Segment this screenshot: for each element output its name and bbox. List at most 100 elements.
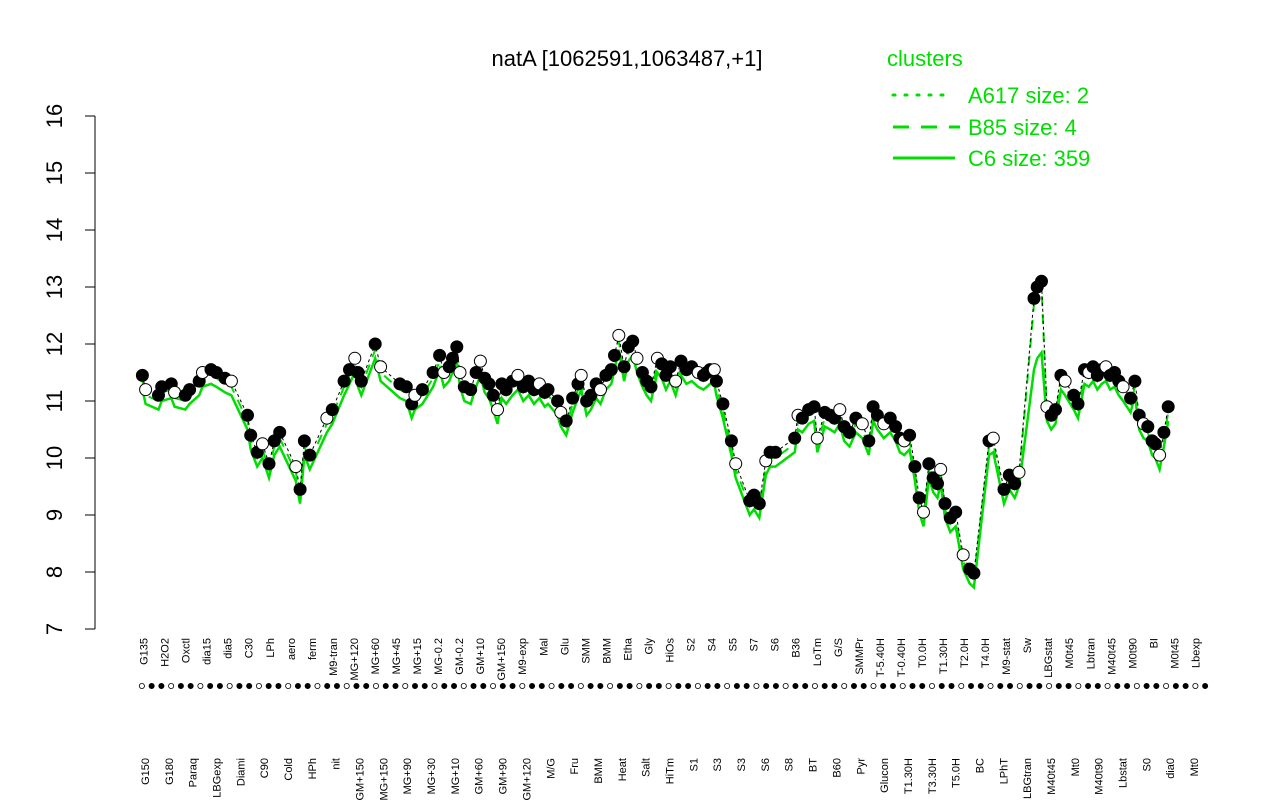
data-point — [604, 363, 618, 377]
x-marker — [285, 683, 292, 690]
x-category-label: GM+10 — [475, 638, 487, 674]
x-category-label: LPh — [265, 638, 277, 658]
x-marker — [294, 683, 301, 690]
x-category-label: T1.30H — [903, 758, 915, 794]
x-marker — [1163, 683, 1170, 690]
data-point — [889, 420, 903, 434]
data-point — [168, 385, 182, 399]
x-category-label: S1 — [688, 758, 700, 771]
data-point — [354, 374, 368, 388]
x-category-label: ferm — [307, 638, 319, 660]
data-point — [724, 434, 738, 448]
data-point — [541, 383, 555, 397]
x-marker — [402, 683, 409, 690]
x-marker — [519, 683, 526, 690]
data-point — [729, 457, 743, 471]
x-category-label: M0t45 — [1064, 638, 1076, 669]
data-point — [551, 394, 565, 408]
data-point — [1161, 400, 1175, 414]
data-point — [833, 403, 847, 417]
x-marker — [538, 683, 545, 690]
x-marker — [1153, 683, 1160, 690]
x-category-label: T-5.40H — [875, 638, 887, 677]
series-line-points — [141, 279, 1169, 575]
x-marker — [1026, 683, 1033, 690]
data-point — [903, 428, 917, 442]
x-category-label: BT — [808, 758, 820, 772]
x-marker — [607, 683, 614, 690]
x-marker — [353, 683, 360, 690]
x-category-label: Paraq — [188, 758, 200, 787]
data-point — [139, 383, 153, 397]
data-point — [843, 425, 856, 439]
data-point — [1128, 374, 1142, 388]
y-ticks: 7 8 9 10 11 12 13 14 15 16 — [42, 104, 95, 635]
y-tick-label: 15 — [42, 161, 67, 185]
x-marker — [704, 683, 711, 690]
x-marker — [451, 683, 458, 690]
y-tick-label: 8 — [42, 566, 67, 578]
x-marker — [792, 683, 799, 690]
data-point — [630, 351, 644, 365]
data-point — [433, 348, 447, 362]
data-point — [1153, 448, 1167, 462]
x-category-label: S8 — [784, 758, 796, 771]
x-category-label: S3 — [712, 758, 724, 771]
x-category-label: dia0 — [1165, 758, 1177, 779]
data-point — [446, 351, 459, 365]
data-point — [183, 383, 197, 397]
x-marker — [207, 683, 214, 690]
x-category-label: SMMPr — [854, 638, 866, 675]
y-tick-label: 10 — [42, 446, 67, 470]
cluster-lines — [141, 279, 1170, 591]
legend-title: clusters — [887, 46, 963, 71]
x-marker — [1104, 683, 1111, 690]
x-marker — [490, 683, 497, 690]
data-point — [256, 437, 269, 451]
x-category-label: Heat — [617, 758, 629, 781]
data-point — [262, 457, 276, 471]
x-category-label: M9-tran — [328, 638, 340, 676]
legend: clusters A617 size: 2 B85 size: 4 C6 siz… — [887, 46, 1090, 171]
data-point — [1124, 391, 1138, 405]
x-marker — [831, 683, 838, 690]
data-point — [1027, 291, 1041, 305]
x-category-label: M40t45 — [1046, 758, 1058, 795]
data-point — [617, 360, 631, 374]
x-marker — [841, 683, 848, 690]
x-category-label: G180 — [164, 758, 176, 785]
x-marker — [909, 683, 916, 690]
data-point — [244, 428, 258, 442]
x-category-label: nit — [331, 758, 343, 770]
data-point — [608, 348, 621, 362]
x-marker — [870, 683, 877, 690]
x-marker — [412, 683, 419, 690]
data-point — [986, 431, 1000, 445]
data-point — [450, 340, 464, 354]
x-category-label: Gly — [643, 638, 655, 655]
x-category-label: S4 — [707, 638, 719, 651]
x-marker — [753, 683, 760, 690]
x-category-label: dia5 — [223, 638, 235, 659]
x-category-label: Lbtran — [1085, 638, 1097, 669]
x-marker — [616, 683, 623, 690]
data-point — [273, 425, 287, 439]
legend-series-1: A617 size: 2 — [968, 83, 1089, 108]
x-labels: G135 H2O2 Oxctl dia15 dia5 C30 LPh aero ferm M9-t… — [138, 637, 1209, 800]
x-category-label: Mal — [538, 638, 550, 656]
x-category-label: M0t45 — [1169, 638, 1181, 669]
x-marker — [548, 683, 555, 690]
x-marker — [168, 683, 175, 690]
x-category-label: B36 — [791, 638, 803, 658]
x-category-label: Fru — [569, 758, 581, 775]
data-point — [908, 460, 922, 474]
x-marker — [811, 683, 818, 690]
x-marker — [743, 683, 750, 690]
x-marker — [138, 683, 145, 690]
x-category-label: S3 — [736, 758, 748, 771]
x-marker — [1182, 683, 1189, 690]
data-point — [399, 380, 413, 394]
x-category-label: M9-stat — [1001, 638, 1013, 675]
x-marker — [480, 683, 487, 690]
